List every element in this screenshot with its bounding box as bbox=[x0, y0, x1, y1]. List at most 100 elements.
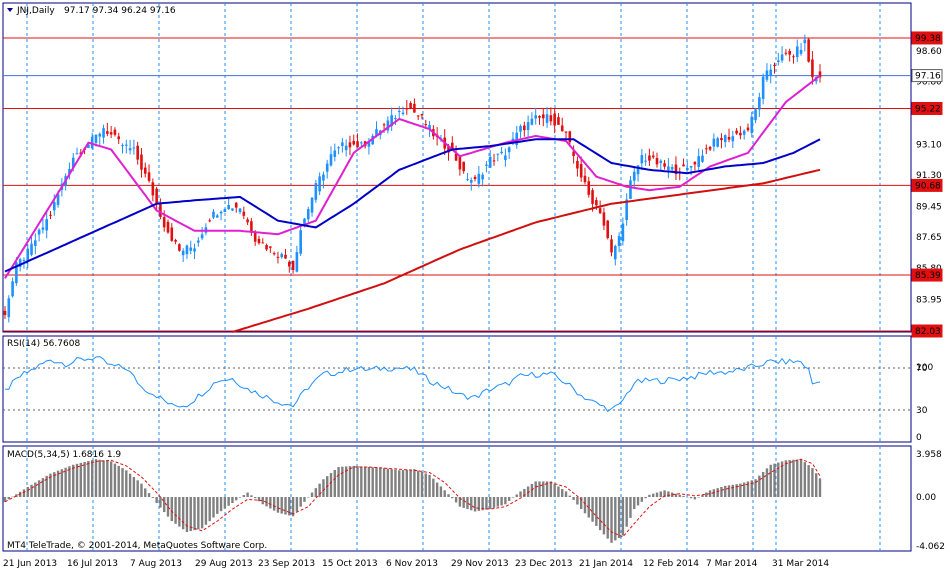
macd-histogram-bar bbox=[344, 466, 348, 497]
macd-histogram-bar bbox=[682, 495, 685, 497]
macd-histogram-bar bbox=[674, 493, 678, 497]
macd-histogram-bar bbox=[375, 467, 378, 497]
candle-body bbox=[549, 115, 553, 122]
macd-histogram-bar bbox=[769, 464, 772, 497]
macd-histogram-bar bbox=[792, 459, 795, 497]
macd-histogram-bar bbox=[614, 497, 617, 541]
candle-body bbox=[541, 114, 545, 119]
candle-body bbox=[792, 56, 795, 58]
candle-body bbox=[716, 138, 719, 147]
macd-histogram-bar bbox=[269, 497, 272, 509]
candle-body bbox=[568, 131, 572, 143]
candle-body bbox=[223, 208, 227, 213]
candle-body bbox=[462, 161, 465, 172]
candle-body bbox=[162, 217, 166, 228]
candle-body bbox=[758, 97, 761, 110]
macd-histogram-bar bbox=[542, 481, 545, 497]
candle-body bbox=[466, 179, 469, 181]
macd-histogram-bar bbox=[310, 492, 314, 497]
macd-histogram-bar bbox=[261, 497, 264, 505]
macd-histogram-bar bbox=[280, 497, 283, 514]
candle-body bbox=[704, 148, 708, 150]
rsi-line bbox=[4, 356, 821, 413]
candle-body bbox=[632, 171, 636, 181]
candlesticks bbox=[3, 34, 822, 323]
macd-histogram-bar bbox=[610, 497, 613, 543]
macd-histogram-bar bbox=[424, 473, 427, 497]
macd-histogram-bar bbox=[37, 480, 41, 497]
candle-body bbox=[94, 134, 98, 143]
macd-histogram-bar bbox=[223, 497, 227, 509]
macd-histogram-bar bbox=[515, 494, 518, 497]
candle-body bbox=[670, 167, 674, 170]
macd-histogram-bar bbox=[526, 486, 530, 497]
macd-histogram-bar bbox=[41, 478, 45, 497]
candle-body bbox=[784, 52, 788, 54]
macd-panel-frame[interactable] bbox=[2, 445, 912, 552]
candle-body bbox=[409, 102, 412, 109]
macd-histogram-bar bbox=[724, 485, 727, 497]
candle-body bbox=[583, 175, 587, 183]
macd-histogram-bar bbox=[439, 486, 443, 497]
axis-labels: 98.6096.8095.2293.1091.3089.4587.6585.80… bbox=[3, 31, 945, 569]
candle-body bbox=[155, 188, 158, 204]
price-tick-label: 91.30 bbox=[916, 171, 942, 181]
candle-body bbox=[102, 128, 105, 138]
macd-histogram-bar bbox=[451, 497, 454, 499]
candle-body bbox=[572, 151, 575, 157]
macd-histogram-bar bbox=[238, 497, 242, 498]
macd-tick-label: 3.958 bbox=[916, 450, 942, 460]
candle-body bbox=[723, 135, 727, 143]
chevron-down-icon[interactable] bbox=[7, 8, 13, 12]
price-panel-frame[interactable] bbox=[2, 2, 912, 333]
candle-body bbox=[30, 243, 33, 255]
candle-body bbox=[212, 211, 215, 218]
candle-body bbox=[121, 145, 124, 147]
candle-body bbox=[530, 118, 534, 125]
candle-body bbox=[242, 211, 246, 216]
rsi-panel-frame[interactable] bbox=[2, 335, 912, 443]
macd-histogram-bar bbox=[212, 497, 215, 518]
macd-histogram-bar bbox=[454, 497, 458, 503]
price-level-label: 90.68 bbox=[915, 181, 941, 191]
macd-histogram-bar bbox=[106, 460, 109, 497]
macd-histogram-bar bbox=[367, 466, 371, 497]
macd-histogram-bar bbox=[386, 468, 390, 497]
candle-body bbox=[739, 132, 742, 136]
candle-body bbox=[75, 153, 79, 155]
macd-histogram-bar bbox=[246, 492, 249, 497]
candle-body bbox=[761, 76, 765, 99]
macd-histogram-bar bbox=[549, 481, 553, 497]
date-tick-label: 23 Dec 2013 bbox=[515, 559, 573, 569]
candle-body bbox=[405, 107, 409, 110]
macd-histogram-bar bbox=[504, 497, 507, 505]
watermark: MT4 TeleTrade, © 2001-2014, MetaQuotes S… bbox=[7, 541, 267, 551]
macd-histogram-bar bbox=[652, 493, 655, 497]
macd-histogram-bar bbox=[458, 497, 462, 507]
candle-body bbox=[90, 136, 94, 149]
macd-histogram-bar bbox=[534, 481, 537, 497]
macd-histogram-bar bbox=[621, 497, 625, 536]
macd-histogram-bar bbox=[507, 497, 511, 501]
macd-histogram-bar bbox=[659, 491, 662, 497]
price-tick-label: 89.45 bbox=[916, 202, 942, 212]
price-tick-label: 98.60 bbox=[916, 47, 942, 57]
candle-body bbox=[807, 39, 810, 62]
macd-histogram-bar bbox=[705, 492, 708, 497]
candle-body bbox=[174, 240, 177, 242]
macd-histogram-bar bbox=[390, 469, 393, 497]
macd-histogram-bar bbox=[443, 490, 446, 497]
candle-body bbox=[564, 131, 568, 133]
macd-histogram-bar bbox=[667, 491, 670, 497]
macd-histogram-bar bbox=[481, 497, 484, 511]
macd-histogram-bar bbox=[64, 467, 67, 497]
macd-histogram-bar bbox=[257, 497, 261, 502]
macd-histogram-bar bbox=[98, 459, 101, 497]
candle-body bbox=[208, 220, 211, 222]
macd-histogram-bar bbox=[132, 476, 136, 497]
macd-histogram-bar bbox=[739, 483, 742, 497]
candle-body bbox=[818, 71, 822, 78]
macd-histogram-bar bbox=[416, 470, 420, 497]
macd-histogram-bar bbox=[68, 466, 71, 497]
